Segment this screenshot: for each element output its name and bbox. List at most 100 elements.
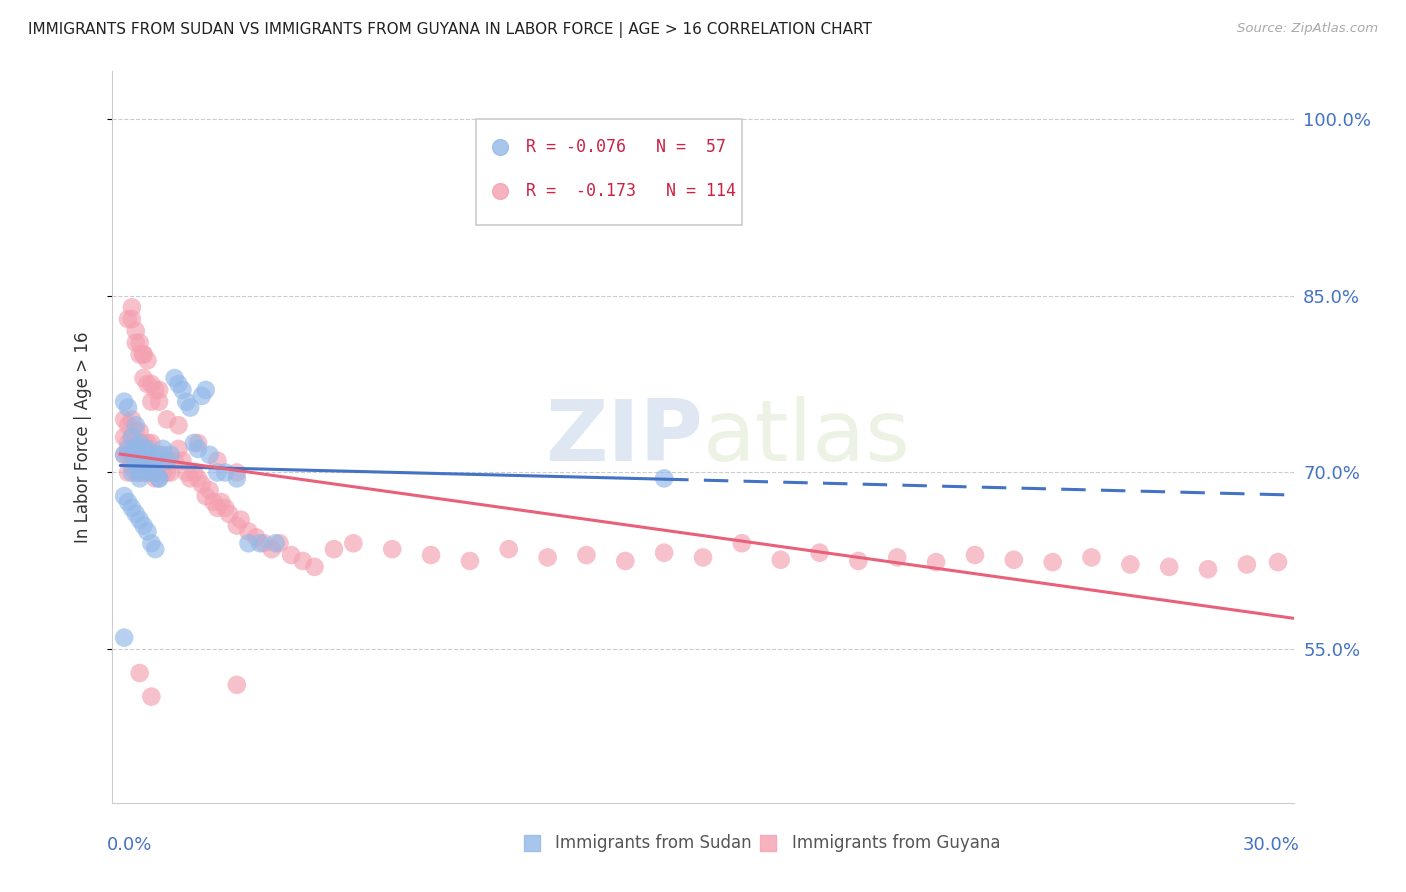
Point <box>167 442 190 456</box>
Point <box>172 383 194 397</box>
Point <box>1119 558 1142 572</box>
Point <box>148 383 170 397</box>
Point <box>136 436 159 450</box>
Point <box>143 448 166 462</box>
Y-axis label: In Labor Force | Age > 16: In Labor Force | Age > 16 <box>73 331 91 543</box>
Point <box>238 536 260 550</box>
Point <box>125 436 148 450</box>
Point <box>214 466 236 480</box>
Point <box>143 453 166 467</box>
Point <box>194 489 217 503</box>
Text: Immigrants from Sudan: Immigrants from Sudan <box>555 834 752 852</box>
Point <box>342 536 364 550</box>
Point <box>264 536 287 550</box>
Point <box>128 424 150 438</box>
Point <box>141 448 163 462</box>
Point <box>163 371 186 385</box>
Point <box>1159 559 1181 574</box>
Point <box>121 500 143 515</box>
Point <box>121 430 143 444</box>
Point <box>117 442 139 456</box>
Point <box>136 466 159 480</box>
Point <box>117 418 139 433</box>
Point <box>187 442 209 456</box>
Point <box>245 530 267 544</box>
Text: R =  -0.173   N = 114: R = -0.173 N = 114 <box>526 182 735 200</box>
Point <box>112 412 135 426</box>
Point <box>143 466 166 480</box>
Point <box>125 459 148 474</box>
Point <box>112 489 135 503</box>
Point <box>117 401 139 415</box>
Point <box>249 536 271 550</box>
Point <box>132 371 155 385</box>
Text: 30.0%: 30.0% <box>1243 836 1299 854</box>
Point <box>128 666 150 681</box>
Point <box>156 412 179 426</box>
Point <box>148 471 170 485</box>
Point <box>167 418 190 433</box>
Point <box>174 466 197 480</box>
Point <box>202 495 225 509</box>
Point <box>128 513 150 527</box>
Point <box>207 453 229 467</box>
Point <box>136 376 159 391</box>
Point <box>156 466 179 480</box>
Point <box>128 448 150 462</box>
Text: Immigrants from Guyana: Immigrants from Guyana <box>792 834 1000 852</box>
Point <box>125 442 148 456</box>
Point <box>132 347 155 361</box>
Point <box>125 418 148 433</box>
Point <box>886 550 908 565</box>
Point <box>143 471 166 485</box>
Point <box>112 448 135 462</box>
Point <box>125 507 148 521</box>
Text: ZIP: ZIP <box>546 395 703 479</box>
Point <box>121 448 143 462</box>
Point <box>132 436 155 450</box>
Point <box>187 471 209 485</box>
Point <box>125 453 148 467</box>
Point <box>229 513 252 527</box>
Point <box>141 448 163 462</box>
Point <box>218 507 240 521</box>
Point <box>323 542 346 557</box>
Point <box>1080 550 1102 565</box>
Point <box>125 324 148 338</box>
Point <box>152 448 174 462</box>
Point <box>381 542 404 557</box>
Text: IMMIGRANTS FROM SUDAN VS IMMIGRANTS FROM GUYANA IN LABOR FORCE | AGE > 16 CORREL: IMMIGRANTS FROM SUDAN VS IMMIGRANTS FROM… <box>28 22 872 38</box>
Point <box>458 554 481 568</box>
Point <box>1267 555 1289 569</box>
Point <box>128 347 150 361</box>
Point <box>925 555 948 569</box>
Point <box>117 495 139 509</box>
Point <box>225 678 247 692</box>
Point <box>198 448 221 462</box>
Point <box>174 394 197 409</box>
Point <box>121 312 143 326</box>
Point <box>280 548 302 562</box>
Point <box>121 459 143 474</box>
Point <box>132 442 155 456</box>
Point <box>575 548 598 562</box>
Point <box>1384 303 1406 318</box>
Point <box>260 542 283 557</box>
Point <box>1197 562 1219 576</box>
Point <box>187 436 209 450</box>
Point <box>808 546 831 560</box>
Point <box>121 442 143 456</box>
Point <box>136 448 159 462</box>
Point <box>141 376 163 391</box>
Point <box>136 442 159 456</box>
Point <box>143 383 166 397</box>
Point <box>163 453 186 467</box>
Point <box>225 518 247 533</box>
Point <box>128 466 150 480</box>
Point <box>112 394 135 409</box>
Point <box>141 394 163 409</box>
Point <box>117 466 139 480</box>
Point <box>125 335 148 350</box>
Text: 0.0%: 0.0% <box>107 836 152 854</box>
Point <box>128 466 150 480</box>
